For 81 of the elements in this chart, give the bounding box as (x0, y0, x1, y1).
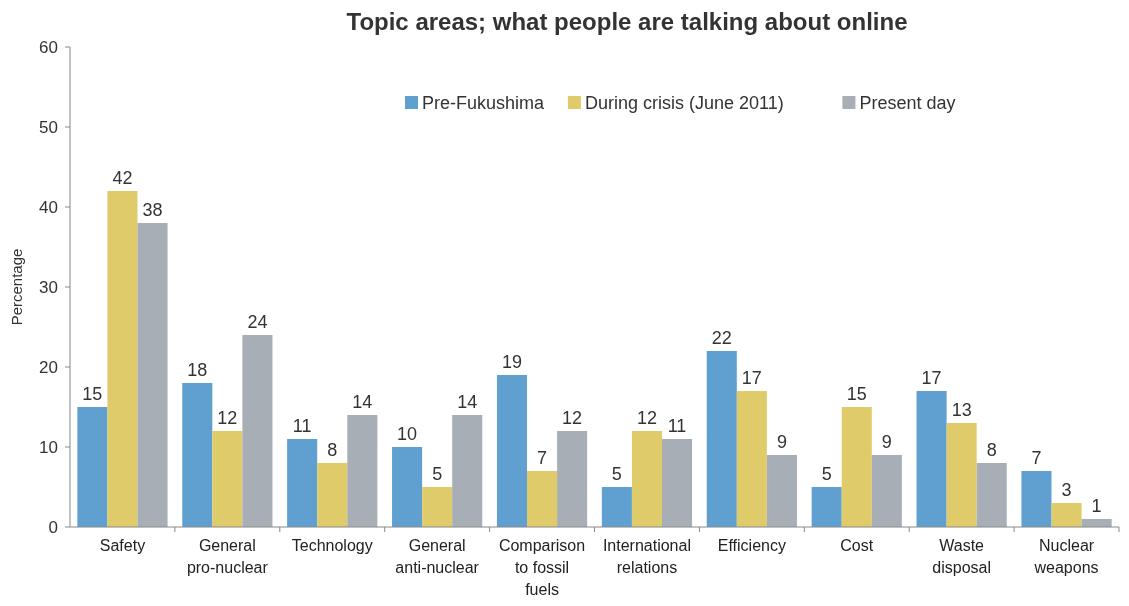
data-label: 17 (921, 368, 942, 388)
data-label: 42 (112, 168, 133, 188)
bar (976, 463, 1007, 527)
bar (392, 447, 423, 527)
bar (347, 415, 378, 527)
data-label: 12 (217, 408, 238, 428)
x-tick-label: Safety (99, 537, 146, 554)
data-label: 15 (846, 384, 867, 404)
data-label: 38 (142, 200, 163, 220)
bar (811, 487, 842, 527)
y-tick-label: 50 (39, 117, 58, 137)
bar (631, 431, 662, 527)
data-label: 3 (1061, 480, 1072, 500)
bar (77, 407, 108, 527)
bar (496, 375, 528, 527)
data-label: 22 (711, 328, 732, 348)
bar (601, 487, 632, 527)
bar (527, 471, 558, 527)
legend-label: Pre-Fukushima (422, 93, 546, 114)
bar (182, 383, 213, 527)
bar (1021, 471, 1052, 527)
data-label: 14 (457, 392, 478, 412)
x-tick-label: Technology (291, 537, 373, 554)
bar (212, 431, 243, 527)
data-label: 5 (821, 464, 832, 484)
x-tick-label: International relations (602, 537, 691, 576)
bar (841, 407, 872, 527)
data-label: 8 (327, 440, 338, 460)
x-tick-label: Nuclear weapons (1033, 537, 1099, 576)
data-label: 5 (432, 464, 443, 484)
y-tick-label: 10 (39, 437, 58, 457)
x-tick-label: General pro-nuclear (186, 537, 269, 576)
x-tick-label: Waste disposal (932, 537, 991, 576)
x-tick-label: Comparison to fossil fuels (498, 537, 586, 598)
bar (661, 439, 693, 527)
data-label: 12 (562, 408, 583, 428)
bar (557, 431, 588, 527)
x-tick-label: Efficiency (717, 537, 786, 554)
bar (1051, 503, 1082, 527)
bar (766, 455, 797, 527)
bar (242, 335, 273, 527)
y-tick-label: 60 (39, 37, 58, 57)
y-tick-label: 0 (48, 517, 58, 537)
bar (422, 487, 453, 527)
data-label: 19 (501, 352, 522, 372)
data-label: 7 (537, 448, 548, 468)
bar (736, 391, 767, 527)
bar (916, 391, 947, 527)
data-label: 7 (1031, 448, 1042, 468)
chart-title: Topic areas; what people are talking about online (346, 8, 908, 35)
data-label: 11 (292, 416, 312, 436)
bar (287, 439, 318, 527)
data-label: 15 (82, 384, 103, 404)
data-label: 18 (187, 360, 208, 380)
data-label: 9 (881, 432, 892, 452)
y-tick-label: 40 (39, 197, 58, 217)
data-label: 17 (741, 368, 762, 388)
legend-label: Present day (859, 93, 956, 114)
data-label: 8 (986, 440, 997, 460)
data-label: 24 (247, 312, 268, 332)
data-label: 9 (776, 432, 787, 452)
data-label: 5 (611, 464, 622, 484)
bar (706, 351, 737, 527)
y-tick-label: 20 (39, 357, 58, 377)
bar (946, 423, 977, 527)
x-tick-label: Cost (840, 537, 874, 554)
bar (137, 223, 168, 527)
bar (317, 463, 348, 527)
data-label: 10 (397, 424, 418, 444)
data-label: 13 (951, 400, 972, 420)
data-label: 1 (1091, 496, 1102, 516)
x-tick-label: General anti-nuclear (395, 537, 480, 576)
bar (107, 191, 138, 527)
data-label: 11 (667, 416, 687, 436)
y-tick-label: 30 (39, 277, 58, 297)
data-label: 14 (352, 392, 373, 412)
legend-label: During crisis (June 2011) (584, 93, 784, 114)
y-axis-title: Percentage (8, 248, 25, 326)
bar (452, 415, 483, 527)
bar (871, 455, 902, 527)
data-label: 12 (636, 408, 657, 428)
